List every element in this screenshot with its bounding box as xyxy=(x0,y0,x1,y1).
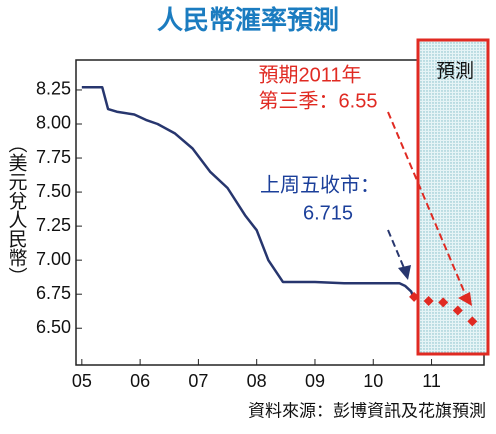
annotation: 預測 xyxy=(436,60,474,82)
marker xyxy=(438,297,449,308)
x-tick-label: 06 xyxy=(130,371,150,391)
y-tick-label: 7.50 xyxy=(36,181,71,201)
marker xyxy=(467,316,478,327)
annotation: 6.715 xyxy=(303,202,353,224)
x-tick-label: 08 xyxy=(247,371,267,391)
x-tick-label: 09 xyxy=(305,371,325,391)
y-axis-label: （美元兌人民幣） xyxy=(6,134,28,286)
y-tick-label: 8.25 xyxy=(36,79,71,99)
x-tick-label: 05 xyxy=(72,371,92,391)
arrow xyxy=(387,229,405,269)
annotation: 上周五收市： xyxy=(260,173,380,196)
y-tick-label: 7.00 xyxy=(36,249,71,269)
marker xyxy=(423,296,434,307)
x-tick-label: 11 xyxy=(422,371,441,391)
arrow xyxy=(387,111,467,297)
y-tick-label: 6.75 xyxy=(36,283,71,303)
arrowhead xyxy=(398,265,411,280)
y-tick-label: 8.00 xyxy=(36,113,71,133)
y-tick-label: 6.50 xyxy=(36,317,71,337)
y-tick-label: 7.75 xyxy=(36,147,71,167)
y-tick-label: 7.25 xyxy=(36,215,71,235)
annotation: 第三季：6.55 xyxy=(259,89,378,112)
chart-title: 人民幣滙率預測 xyxy=(157,5,339,35)
line xyxy=(81,85,416,300)
x-tick-label: 07 xyxy=(188,371,208,391)
marker xyxy=(452,305,463,316)
plot-frame xyxy=(75,59,485,366)
x-tick-label: 10 xyxy=(363,371,383,391)
arrowhead xyxy=(458,292,472,306)
forecast-box xyxy=(416,38,490,356)
marker xyxy=(409,291,420,302)
source: 資料來源：彭博資訊及花旗預測 xyxy=(248,401,486,420)
annotation: 預期2011年 xyxy=(258,63,361,86)
